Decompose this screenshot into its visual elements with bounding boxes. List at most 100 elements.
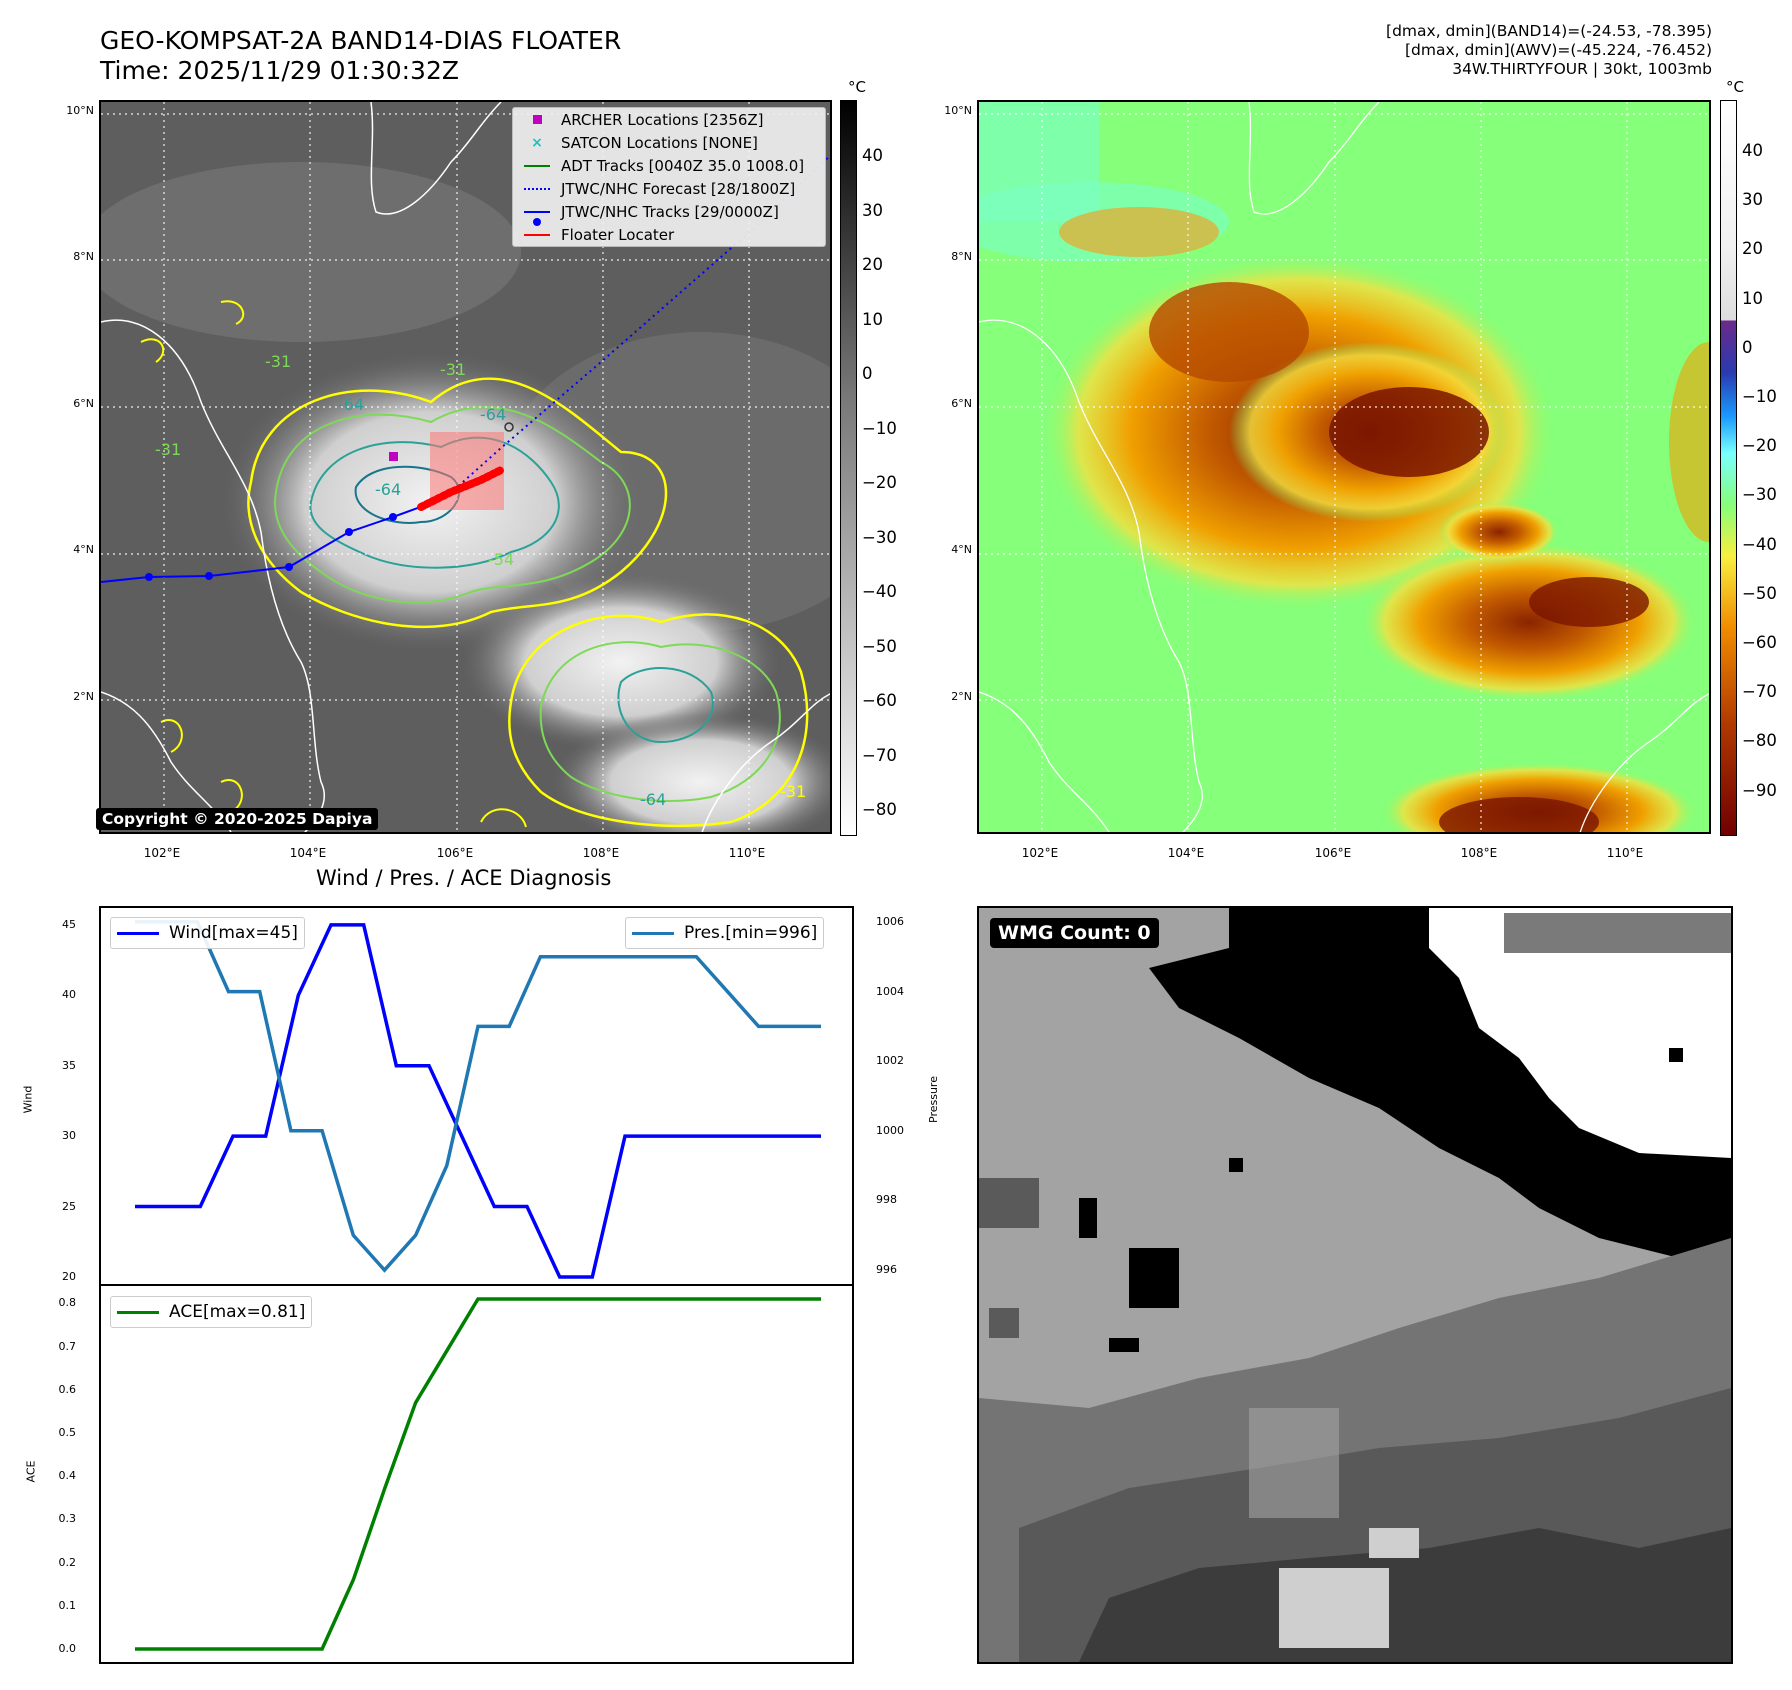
- axis-tick-label: 0.5: [58, 1425, 77, 1439]
- wind-legend-label: Wind[max=45]: [169, 923, 298, 943]
- axis-tick-label: 1004: [876, 984, 904, 998]
- axis-tick-label: 20: [62, 1269, 76, 1283]
- ace-series-line: [135, 1297, 821, 1651]
- axis-tick-label: 25: [62, 1199, 76, 1213]
- axis-tick-label: 0.3: [58, 1512, 77, 1526]
- colorbar-tick-label: −60: [862, 691, 897, 710]
- contour-label: -31: [265, 352, 292, 371]
- lat-tick: 4°N: [951, 543, 972, 556]
- contour-label: -64: [640, 790, 667, 809]
- axis-tick-label: 0.1: [58, 1598, 77, 1612]
- colorbar-tick-label: −40: [862, 582, 897, 601]
- stats-line-1: [dmax, dmin](BAND14)=(-24.53, -78.395): [1386, 22, 1712, 40]
- lat-tick: 6°N: [73, 397, 94, 410]
- dotted-line-icon: [513, 187, 561, 190]
- pressure-series-line: [135, 920, 821, 1273]
- line-dot-icon: [513, 210, 561, 226]
- legend-label: JTWC/NHC Tracks [29/0000Z]: [561, 202, 779, 221]
- title-line-2: Time: 2025/11/29 01:30:32Z: [100, 56, 459, 85]
- legend-label: JTWC/NHC Forecast [28/1800Z]: [561, 179, 796, 198]
- colorbar-tick-label: −90: [1742, 780, 1777, 800]
- colorbar-tick-label: 0: [862, 364, 873, 383]
- colorbar-tick-label: −80: [1742, 731, 1777, 751]
- line-icon: [117, 931, 159, 935]
- legend-item-floater: Floater Locater: [513, 223, 825, 246]
- colorbar-tick-label: −70: [1742, 682, 1777, 702]
- color-colorbar: [1720, 100, 1737, 836]
- colorbar-tick-label: 10: [862, 309, 883, 329]
- legend-label: ARCHER Locations [2356Z]: [561, 110, 764, 129]
- wind-legend: Wind[max=45]: [110, 917, 305, 949]
- lon-tick: 110°E: [728, 846, 766, 860]
- awv-map-image: [979, 102, 1709, 832]
- axis-tick-label: 0.0: [58, 1642, 77, 1656]
- colorbar-tick-label: −50: [862, 636, 897, 656]
- lat-tick: 6°N: [951, 397, 972, 410]
- stats-line-3: 34W.THIRTYFOUR | 30kt, 1003mb: [1452, 60, 1712, 78]
- colorbar-tick-label: 20: [862, 255, 883, 274]
- figure-title: GEO-KOMPSAT-2A BAND14-DIAS FLOATER Time: …: [100, 26, 621, 86]
- legend-label: ADT Tracks [0040Z 35.0 1008.0]: [561, 156, 805, 175]
- lat-tick: 8°N: [951, 250, 972, 263]
- colorbar-tick-label: −20: [862, 473, 897, 492]
- lon-tick: 104°E: [1167, 846, 1205, 860]
- axis-tick-label: 35: [62, 1058, 76, 1072]
- lat-tick: 2°N: [951, 690, 972, 703]
- legend-item-satcon: × SATCON Locations [NONE]: [513, 131, 825, 154]
- wind-pressure-chart: [99, 906, 854, 1286]
- contour-label: -31: [440, 360, 467, 379]
- line-icon: [513, 233, 561, 236]
- stats-block: [dmax, dmin](BAND14)=(-24.53, -78.395) [d…: [1386, 22, 1712, 79]
- colorbar-tick-label: 30: [1742, 190, 1763, 210]
- colorbar-tick-label: −30: [862, 527, 897, 547]
- lat-tick: 10°N: [66, 104, 94, 117]
- wind-series-line: [135, 923, 821, 1279]
- axis-tick-label: 0.2: [58, 1555, 77, 1569]
- pressure-legend: Pres.[min=996]: [625, 917, 825, 949]
- legend-item-forecast: JTWC/NHC Forecast [28/1800Z]: [513, 177, 825, 200]
- contour-label: -31: [780, 782, 807, 801]
- legend-item-tracks: JTWC/NHC Tracks [29/0000Z]: [513, 200, 825, 226]
- lon-tick: 102°E: [143, 846, 181, 860]
- map-legend: ARCHER Locations [2356Z] × SATCON Locati…: [512, 107, 826, 247]
- colorbar-tick-label: 0: [1742, 337, 1753, 357]
- gray-colorbar: [840, 100, 857, 836]
- ace-plot: [135, 1297, 821, 1651]
- colorbar-unit: °C: [848, 78, 866, 96]
- line-icon: [117, 1310, 159, 1314]
- lon-tick: 108°E: [1460, 846, 1498, 860]
- axis-tick-label: 0.8: [58, 1296, 77, 1310]
- legend-item-adt: ADT Tracks [0040Z 35.0 1008.0]: [513, 154, 825, 177]
- axis-tick-label: 40: [62, 988, 76, 1002]
- lat-tick: 4°N: [73, 543, 94, 556]
- lon-tick: 106°E: [1314, 846, 1352, 860]
- axis-tick-label: 0.6: [58, 1382, 77, 1396]
- wmg-panel: [977, 906, 1733, 1664]
- pressure-legend-label: Pres.[min=996]: [684, 923, 818, 943]
- axis-tick-label: 1006: [876, 914, 904, 928]
- diagnosis-title: Wind / Pres. / ACE Diagnosis: [316, 866, 612, 890]
- lon-tick: 104°E: [289, 846, 327, 860]
- ace-axis-label: ACE: [24, 1460, 38, 1483]
- x-mark-icon: ×: [531, 134, 543, 151]
- axis-tick-label: 1000: [876, 1123, 904, 1137]
- contour-label: -54: [488, 550, 515, 569]
- colorbar-tick-label: −80: [862, 800, 897, 819]
- ace-legend-label: ACE[max=0.81]: [169, 1302, 306, 1322]
- square-icon: [513, 115, 561, 124]
- contour-label: -64: [338, 395, 365, 414]
- colorbar-tick-label: 30: [862, 200, 883, 220]
- colorbar-tick-label: −20: [1742, 436, 1777, 456]
- colorbar-tick-label: −30: [1742, 485, 1777, 505]
- contour-label: -64: [375, 480, 402, 499]
- wmg-count-badge: WMG Count: 0: [990, 918, 1159, 948]
- contour-label: -64: [480, 405, 507, 424]
- colorbar-tick-label: 20: [1742, 239, 1763, 259]
- line-icon: [513, 164, 561, 167]
- wind-pressure-plot: [135, 920, 821, 1279]
- axis-tick-label: 0.4: [58, 1469, 77, 1483]
- lon-tick: 110°E: [1606, 846, 1644, 860]
- axis-tick-label: 0.7: [58, 1339, 77, 1353]
- axis-tick-label: 996: [876, 1263, 897, 1277]
- colorbar-tick-label: −10: [862, 418, 897, 438]
